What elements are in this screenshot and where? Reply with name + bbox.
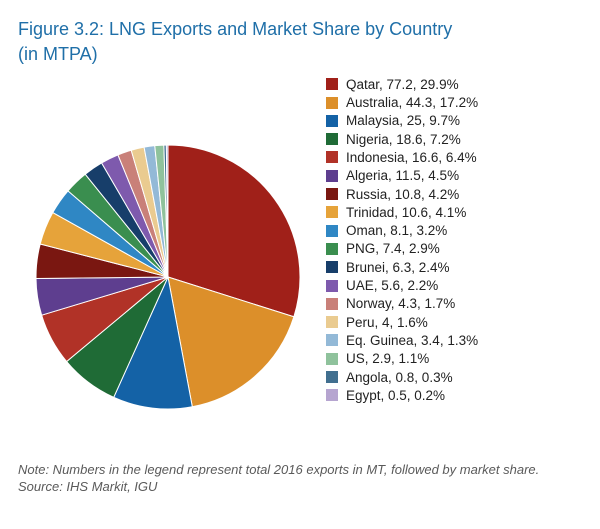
legend-label: Qatar, 77.2, 29.9%	[346, 77, 459, 92]
legend-item: Qatar, 77.2, 29.9%	[326, 77, 582, 92]
legend-swatch	[326, 78, 338, 90]
legend-label: Nigeria, 18.6, 7.2%	[346, 132, 461, 147]
legend-item: UAE, 5.6, 2.2%	[326, 278, 582, 293]
pie-svg	[18, 77, 318, 477]
legend-swatch	[326, 334, 338, 346]
legend-item: Indonesia, 16.6, 6.4%	[326, 150, 582, 165]
legend-label: Eq. Guinea, 3.4, 1.3%	[346, 333, 478, 348]
chart-legend: Qatar, 77.2, 29.9% Australia, 44.3, 17.2%…	[318, 77, 582, 406]
legend-item: Eq. Guinea, 3.4, 1.3%	[326, 333, 582, 348]
figure-title: Figure 3.2: LNG Exports and Market Share…	[18, 18, 582, 41]
legend-swatch	[326, 151, 338, 163]
legend-swatch	[326, 133, 338, 145]
legend-label: Russia, 10.8, 4.2%	[346, 187, 459, 202]
legend-label: US, 2.9, 1.1%	[346, 351, 429, 366]
legend-label: Norway, 4.3, 1.7%	[346, 296, 455, 311]
legend-item: Egypt, 0.5, 0.2%	[326, 388, 582, 403]
legend-swatch	[326, 298, 338, 310]
legend-item: US, 2.9, 1.1%	[326, 351, 582, 366]
legend-swatch	[326, 97, 338, 109]
legend-swatch	[326, 243, 338, 255]
legend-label: Brunei, 6.3, 2.4%	[346, 260, 450, 275]
legend-item: Norway, 4.3, 1.7%	[326, 296, 582, 311]
legend-label: Oman, 8.1, 3.2%	[346, 223, 447, 238]
legend-swatch	[326, 389, 338, 401]
legend-label: Indonesia, 16.6, 6.4%	[346, 150, 477, 165]
legend-label: UAE, 5.6, 2.2%	[346, 278, 438, 293]
legend-swatch	[326, 280, 338, 292]
legend-item: Brunei, 6.3, 2.4%	[326, 260, 582, 275]
legend-swatch	[326, 353, 338, 365]
legend-item: Russia, 10.8, 4.2%	[326, 187, 582, 202]
legend-item: Malaysia, 25, 9.7%	[326, 113, 582, 128]
legend-item: PNG, 7.4, 2.9%	[326, 241, 582, 256]
legend-label: Australia, 44.3, 17.2%	[346, 95, 478, 110]
legend-item: Trinidad, 10.6, 4.1%	[326, 205, 582, 220]
chart-row: Qatar, 77.2, 29.9% Australia, 44.3, 17.2%…	[18, 77, 582, 457]
legend-label: Trinidad, 10.6, 4.1%	[346, 205, 466, 220]
legend-swatch	[326, 225, 338, 237]
pie-chart	[18, 77, 318, 457]
figure-container: Figure 3.2: LNG Exports and Market Share…	[0, 0, 600, 529]
legend-label: Malaysia, 25, 9.7%	[346, 113, 460, 128]
legend-swatch	[326, 316, 338, 328]
legend-label: Peru, 4, 1.6%	[346, 315, 428, 330]
legend-item: Angola, 0.8, 0.3%	[326, 370, 582, 385]
legend-swatch	[326, 206, 338, 218]
legend-swatch	[326, 261, 338, 273]
legend-label: Angola, 0.8, 0.3%	[346, 370, 453, 385]
legend-label: PNG, 7.4, 2.9%	[346, 241, 440, 256]
legend-swatch	[326, 188, 338, 200]
legend-label: Egypt, 0.5, 0.2%	[346, 388, 445, 403]
legend-item: Nigeria, 18.6, 7.2%	[326, 132, 582, 147]
legend-label: Algeria, 11.5, 4.5%	[346, 168, 459, 183]
legend-item: Oman, 8.1, 3.2%	[326, 223, 582, 238]
legend-item: Algeria, 11.5, 4.5%	[326, 168, 582, 183]
legend-item: Peru, 4, 1.6%	[326, 315, 582, 330]
legend-swatch	[326, 115, 338, 127]
figure-subtitle: (in MTPA)	[18, 43, 582, 66]
legend-swatch	[326, 170, 338, 182]
legend-swatch	[326, 371, 338, 383]
legend-item: Australia, 44.3, 17.2%	[326, 95, 582, 110]
